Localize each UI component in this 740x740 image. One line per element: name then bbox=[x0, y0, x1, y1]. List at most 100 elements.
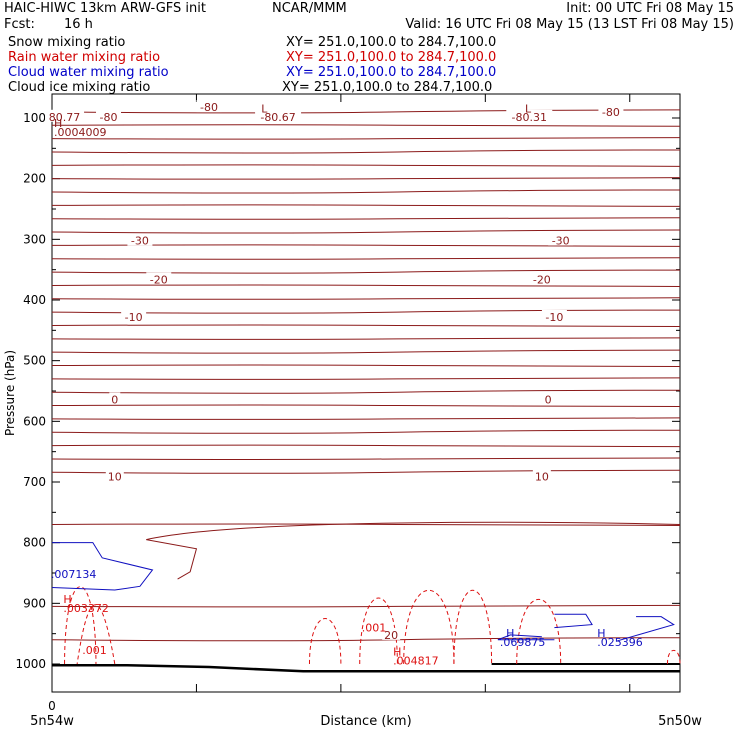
extremum-label: H bbox=[393, 645, 401, 658]
isotherm-line bbox=[51, 109, 681, 114]
isotherm-line bbox=[51, 523, 681, 526]
contour-label-bg bbox=[529, 272, 555, 285]
chart-title: HAIC-HIWC 13km ARW-GFS init bbox=[4, 1, 206, 16]
isotherm-line bbox=[51, 469, 681, 474]
forecast-hour: 16 h bbox=[64, 17, 93, 32]
isotherm-line bbox=[51, 269, 681, 274]
isotherm-line bbox=[51, 417, 681, 420]
isotherm-label: 0 bbox=[111, 393, 118, 406]
isotherm-line bbox=[51, 229, 681, 234]
field-cloudice-name: Cloud ice mixing ratio bbox=[8, 80, 151, 95]
forecast-label: Fcst: bbox=[4, 17, 35, 32]
isotherm-line bbox=[51, 137, 681, 140]
organization-label: NCAR/MMM bbox=[272, 1, 347, 16]
field-snow-name: Snow mixing ratio bbox=[8, 35, 126, 50]
extremum-label: .003372 bbox=[63, 602, 109, 615]
valid-time: Valid: 16 UTC Fri 08 May 15 (13 LST Fri … bbox=[405, 17, 734, 32]
cloudwater-contour bbox=[51, 542, 154, 591]
extremum-label: H bbox=[54, 117, 62, 130]
rain-contour-arch bbox=[666, 649, 681, 665]
isotherm-line bbox=[51, 309, 681, 314]
isotherm-line bbox=[51, 204, 681, 207]
y-tick-label: 600 bbox=[23, 414, 46, 428]
field-cloudice-xy: XY= 251.0,100.0 to 284.7,100.0 bbox=[282, 80, 493, 95]
isotherm-line bbox=[51, 177, 681, 180]
contour-label-bg bbox=[146, 272, 172, 285]
contour-label-bg bbox=[255, 109, 302, 122]
rain-contour-arch bbox=[76, 604, 116, 665]
extremum-label: .004817 bbox=[393, 654, 439, 667]
isotherm-label: -80 bbox=[100, 111, 118, 124]
extremum-label: L bbox=[261, 102, 268, 115]
isotherm-label: -30 bbox=[552, 235, 570, 248]
y-axis-title: Pressure (hPa) bbox=[3, 350, 17, 436]
isotherm-line bbox=[51, 404, 681, 408]
y-tick-label: 900 bbox=[23, 596, 46, 610]
rain-contour-arch bbox=[403, 589, 455, 665]
isotherm-label: -20 bbox=[150, 273, 168, 286]
extremum-label: L bbox=[525, 102, 532, 115]
isotherm-label: -30 bbox=[131, 235, 149, 248]
isotherm-label: -20 bbox=[533, 273, 551, 286]
extremum-label: H bbox=[506, 627, 514, 640]
isotherm-line bbox=[51, 297, 681, 300]
contour-label-bg bbox=[109, 392, 121, 405]
field-cloudwater-xy: XY= 251.0,100.0 to 284.7,100.0 bbox=[286, 65, 497, 80]
isotherm-line bbox=[51, 637, 681, 642]
isotherm-label: -10 bbox=[545, 311, 563, 324]
plot-frame bbox=[51, 93, 681, 693]
x-axis-title: Distance (km) bbox=[320, 714, 411, 729]
isotherm-line bbox=[51, 444, 681, 448]
isotherm-line bbox=[51, 257, 681, 260]
extremum-label: .001 bbox=[362, 622, 387, 635]
contour-label-bg bbox=[96, 109, 122, 122]
y-tick-label: 400 bbox=[23, 293, 46, 307]
rain-contour-arch bbox=[453, 589, 493, 665]
x-left-label: 5n54w bbox=[30, 714, 74, 729]
isotherm-label: 20 bbox=[384, 629, 398, 642]
y-tick-label: 100 bbox=[23, 111, 46, 125]
y-tick-label: 1000 bbox=[15, 657, 46, 671]
isotherm-label: -80 bbox=[602, 106, 620, 119]
contour-label-bg bbox=[45, 109, 85, 122]
isotherm-line bbox=[51, 149, 681, 154]
isotherm-line bbox=[51, 189, 681, 194]
contour-label-bg bbox=[506, 109, 553, 122]
rain-contour-arch bbox=[64, 586, 97, 665]
extremum-label: H bbox=[63, 593, 71, 606]
isotherm-label: 10 bbox=[108, 471, 122, 484]
isotherm-label: 80.77 bbox=[49, 111, 81, 124]
isotherm-line bbox=[51, 217, 681, 220]
contour-label-bg bbox=[105, 469, 124, 482]
ground-surface-line bbox=[52, 663, 680, 673]
contour-label-bg bbox=[541, 309, 567, 322]
rain-contour-arch bbox=[308, 618, 342, 665]
x-origin-label: 0 bbox=[48, 699, 56, 713]
extremum-label: .069875 bbox=[500, 636, 546, 649]
y-tick-label: 500 bbox=[23, 354, 46, 368]
isotherm-line bbox=[51, 389, 681, 394]
isotherm-line bbox=[51, 244, 681, 247]
isotherm-line bbox=[51, 164, 681, 167]
y-tick-label: 800 bbox=[23, 536, 46, 550]
extremum-label: .007134 bbox=[51, 568, 97, 581]
isotherm-label: -80.67 bbox=[260, 111, 295, 124]
contour-label-bg bbox=[532, 469, 551, 482]
extremum-label: .001 bbox=[82, 644, 107, 657]
isotherm-label: 0 bbox=[545, 393, 552, 406]
y-tick-label: 700 bbox=[23, 475, 46, 489]
isotherm-label: 10 bbox=[535, 471, 549, 484]
isotherm-line bbox=[51, 337, 681, 340]
contour-label-bg bbox=[382, 627, 401, 640]
isotherm-closed-contour bbox=[146, 521, 681, 580]
contour-label-bg bbox=[548, 233, 574, 246]
isotherm-line bbox=[51, 364, 681, 368]
contour-label-bg bbox=[121, 309, 147, 322]
field-rain-name: Rain water mixing ratio bbox=[8, 50, 161, 65]
isotherm-line bbox=[51, 124, 681, 127]
cloudwater-contour bbox=[497, 613, 593, 641]
y-tick-label: 300 bbox=[23, 232, 46, 246]
isotherm-line bbox=[51, 377, 681, 380]
extremum-label: .025396 bbox=[597, 636, 643, 649]
isotherm-line bbox=[51, 349, 681, 354]
